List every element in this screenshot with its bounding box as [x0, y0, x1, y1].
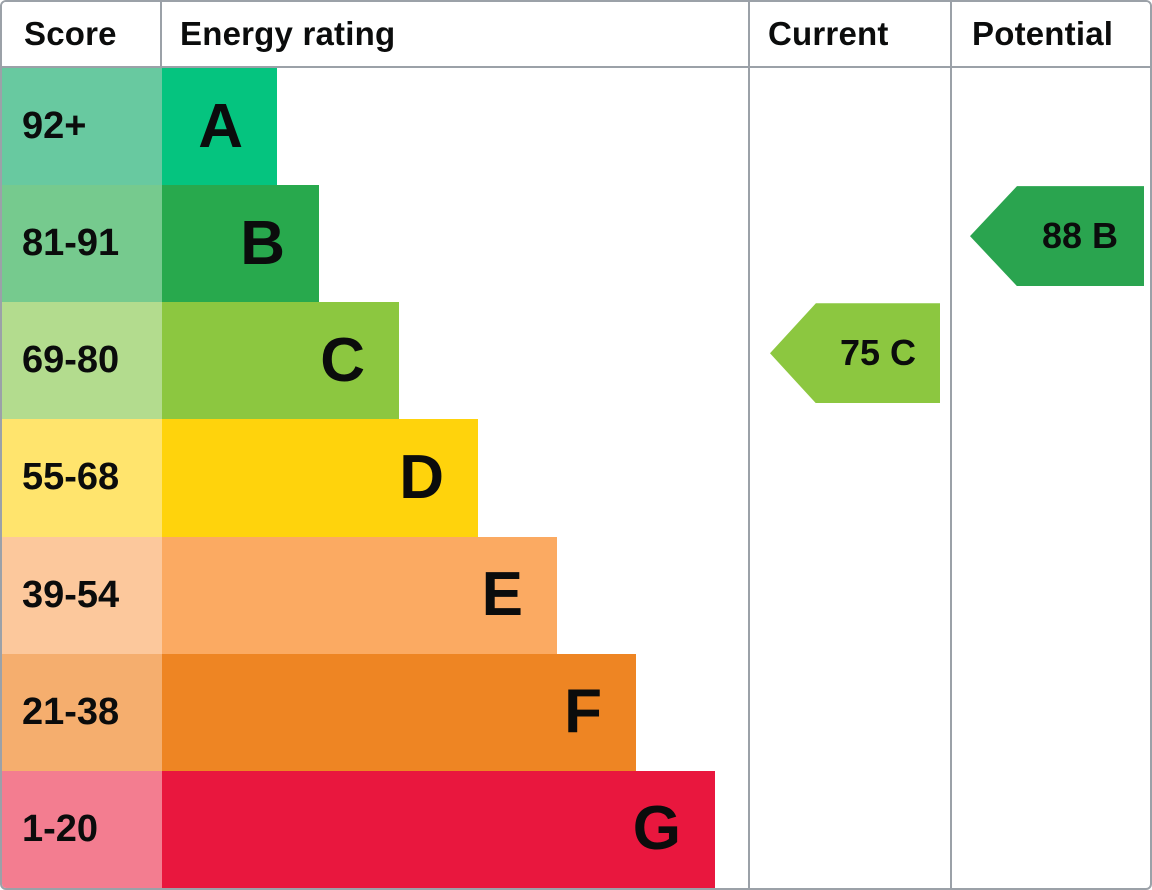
score-cell: 21-38: [2, 653, 162, 771]
band-bar: G: [162, 770, 715, 888]
score-cell: 55-68: [2, 419, 162, 537]
epc-row-d: 55-68 D: [2, 419, 1150, 537]
epc-row-b: 81-91 B: [2, 185, 1150, 303]
band-bar: A: [162, 68, 277, 186]
score-cell: 69-80: [2, 302, 162, 420]
epc-row-c: 69-80 C: [2, 302, 1150, 420]
band-bar: F: [162, 653, 636, 771]
score-cell: 81-91: [2, 185, 162, 303]
score-cell: 92+: [2, 68, 162, 186]
divider-potential-column: [950, 2, 952, 888]
header-score: Score: [24, 15, 117, 52]
band-rows: 92+ A 81-91 B 69-80 C 55-68 D 39-54 E 21…: [2, 68, 1150, 888]
epc-row-f: 21-38 F: [2, 653, 1150, 771]
header-energy-rating: Energy rating: [180, 15, 396, 52]
header-potential: Potential: [972, 15, 1114, 52]
header-current: Current: [768, 15, 889, 52]
band-bar: B: [162, 185, 319, 303]
band-bar: E: [162, 536, 557, 654]
score-cell: 39-54: [2, 536, 162, 654]
score-cell: 1-20: [2, 770, 162, 888]
band-bar: D: [162, 419, 478, 537]
epc-row-g: 1-20 G: [2, 770, 1150, 888]
divider-score-rating: [160, 2, 162, 66]
divider-current-column: [748, 2, 750, 888]
header-row: Score Energy rating Current Potential: [2, 2, 1150, 68]
epc-row-e: 39-54 E: [2, 536, 1150, 654]
epc-row-a: 92+ A: [2, 68, 1150, 186]
band-bar: C: [162, 302, 399, 420]
